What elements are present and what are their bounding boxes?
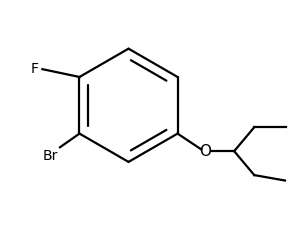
- Text: O: O: [199, 144, 211, 159]
- Text: Br: Br: [43, 149, 58, 163]
- Text: F: F: [31, 62, 38, 76]
